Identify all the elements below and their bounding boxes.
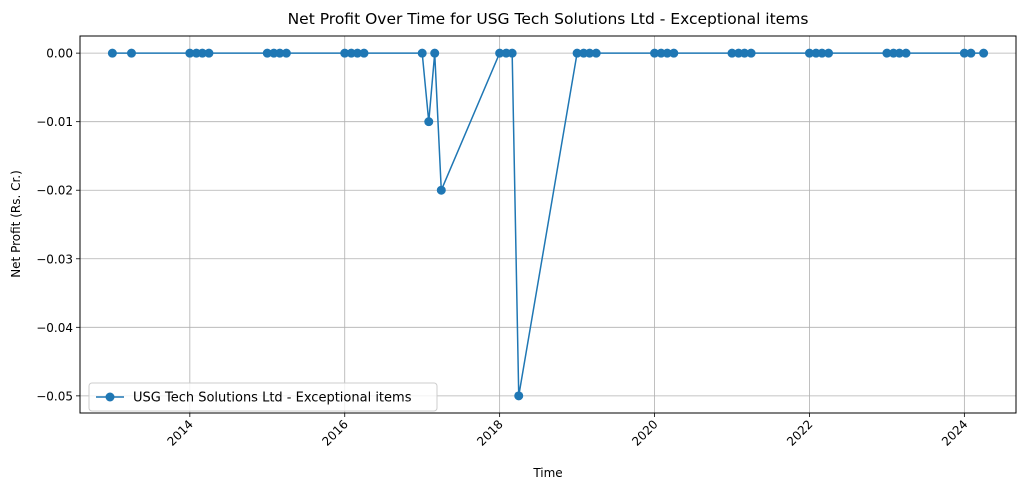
y-axis-label: Net Profit (Rs. Cr.) [9, 170, 23, 278]
y-tick-label: −0.01 [36, 115, 73, 129]
data-point [824, 48, 834, 58]
data-point [514, 391, 524, 401]
y-tick-label: −0.03 [36, 252, 73, 266]
data-point [495, 48, 505, 58]
legend-label: USG Tech Solutions Ltd - Exceptional ite… [133, 391, 412, 406]
y-tick-label: 0.00 [46, 47, 73, 61]
legend-marker-swatch [105, 392, 115, 402]
data-point [417, 48, 427, 58]
y-tick-label: −0.02 [36, 184, 73, 198]
data-point [107, 48, 117, 58]
data-point [882, 48, 892, 58]
data-point [281, 48, 291, 58]
data-point [669, 48, 679, 58]
data-point [352, 48, 362, 58]
data-point [197, 48, 207, 58]
x-axis-label: Time [532, 466, 562, 480]
data-point [262, 48, 272, 58]
chart-title: Net Profit Over Time for USG Tech Soluti… [288, 10, 809, 28]
series-layer [107, 48, 989, 401]
data-point [740, 48, 750, 58]
y-ticks: 0.00 −0.01 −0.02 −0.03 −0.04 −0.05 [36, 47, 80, 403]
data-point [126, 48, 136, 58]
data-point [662, 48, 672, 58]
data-point [585, 48, 595, 58]
data-point [650, 48, 660, 58]
data-point [507, 48, 517, 58]
data-point [966, 48, 976, 58]
data-point [430, 48, 440, 58]
legend: USG Tech Solutions Ltd - Exceptional ite… [88, 382, 438, 412]
data-point [185, 48, 195, 58]
data-point [901, 48, 911, 58]
data-point [204, 48, 214, 58]
data-point [817, 48, 827, 58]
data-point [959, 48, 969, 58]
data-point [727, 48, 737, 58]
plot-frame [79, 35, 1017, 414]
data-point [340, 48, 350, 58]
data-point [275, 48, 285, 58]
data-point [894, 48, 904, 58]
data-point [424, 117, 434, 127]
data-point [804, 48, 814, 58]
data-point [359, 48, 369, 58]
legend-box [88, 382, 438, 412]
y-tick-label: −0.04 [36, 321, 73, 335]
y-tick-label: −0.05 [36, 389, 73, 403]
data-point [591, 48, 601, 58]
data-point [572, 48, 582, 58]
data-point [746, 48, 756, 58]
data-point [436, 185, 446, 195]
data-point [979, 48, 989, 58]
